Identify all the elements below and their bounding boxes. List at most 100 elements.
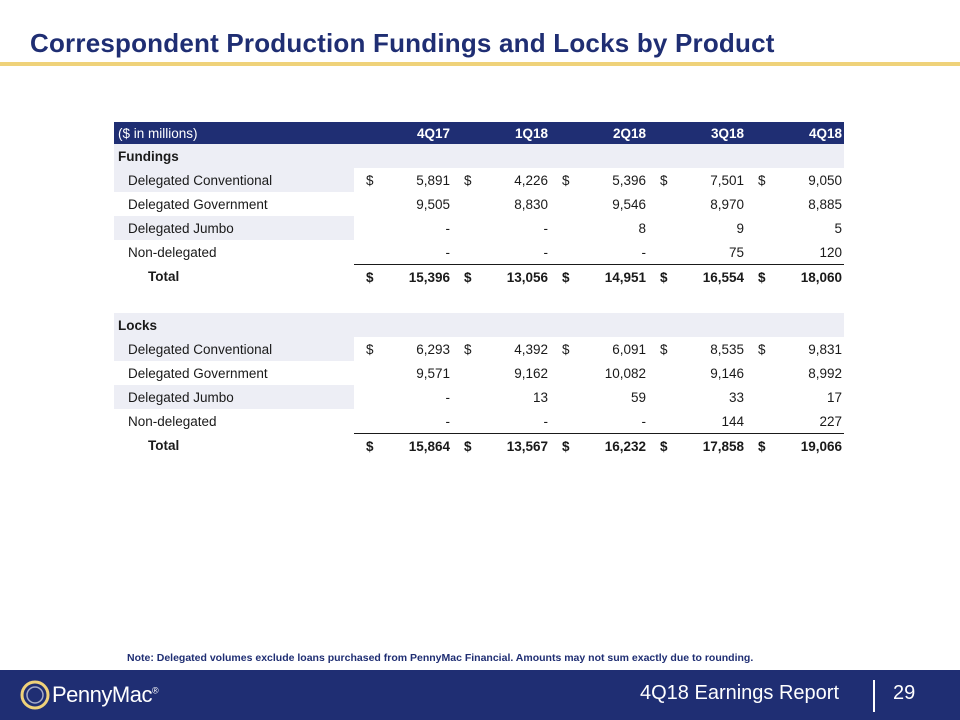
- currency-cell: [746, 216, 772, 240]
- currency-cell: [354, 409, 380, 434]
- value-cell: 17: [826, 389, 842, 405]
- section-label: Fundings: [114, 144, 844, 168]
- value-cell: 4,392: [514, 341, 548, 357]
- total-value: 14,951: [576, 264, 648, 289]
- currency-cell: $: [746, 433, 772, 458]
- production-table: ($ in millions) 4Q17 1Q18 2Q18 3Q18 4Q18 Fundi…: [114, 122, 844, 458]
- value-cell: 9,831: [808, 341, 842, 357]
- value-cell: -: [445, 389, 451, 405]
- table-row: Delegated Conventional $5,891 $4,226 $5,396…: [114, 168, 844, 192]
- currency-cell: $: [464, 341, 472, 357]
- total-row: Total $15,864 $13,567 $16,232 $17,858 $19,066: [114, 433, 844, 458]
- value-cell: 5,396: [612, 172, 646, 188]
- total-value: 15,396: [380, 264, 452, 289]
- table-row: Delegated Conventional $6,293 $4,392 $6,091…: [114, 337, 844, 361]
- table-row: Non-delegated - - - 75 120: [114, 240, 844, 265]
- currency-cell: [354, 192, 380, 216]
- currency-cell: $: [758, 172, 766, 188]
- row-label: Non-delegated: [128, 413, 217, 429]
- currency-cell: $: [452, 264, 478, 289]
- total-row: Total $15,396 $13,056 $14,951 $16,554 $18,060: [114, 264, 844, 289]
- currency-cell: [452, 240, 478, 265]
- currency-cell: $: [660, 172, 668, 188]
- currency-cell: [452, 361, 478, 385]
- value-cell: 75: [728, 244, 744, 260]
- value-cell: 144: [721, 413, 744, 429]
- value-cell: 9,146: [710, 365, 744, 381]
- value-cell: 9,546: [612, 196, 646, 212]
- currency-cell: $: [660, 341, 668, 357]
- currency-cell: [648, 361, 674, 385]
- currency-cell: [746, 192, 772, 216]
- table-header-row: ($ in millions) 4Q17 1Q18 2Q18 3Q18 4Q18: [114, 122, 844, 144]
- currency-cell: $: [550, 264, 576, 289]
- section-label: Locks: [114, 313, 844, 337]
- value-cell: -: [641, 413, 647, 429]
- total-value: 19,066: [772, 433, 844, 458]
- value-cell: 9,505: [416, 196, 450, 212]
- table-caption: ($ in millions): [114, 122, 354, 144]
- currency-cell: $: [354, 264, 380, 289]
- header-spacer: [452, 122, 478, 144]
- total-value: 18,060: [772, 264, 844, 289]
- currency-cell: [746, 240, 772, 265]
- quarter-header: 4Q17: [380, 122, 452, 144]
- logo-ring-icon: [20, 680, 50, 710]
- currency-cell: [354, 240, 380, 265]
- value-cell: 13: [532, 389, 548, 405]
- currency-cell: [648, 409, 674, 434]
- row-label: Delegated Conventional: [114, 337, 354, 361]
- value-cell: 6,293: [416, 341, 450, 357]
- value-cell: 9,050: [808, 172, 842, 188]
- currency-cell: [550, 409, 576, 434]
- row-label: Non-delegated: [128, 244, 217, 260]
- header-spacer: [354, 122, 380, 144]
- currency-cell: $: [648, 433, 674, 458]
- quarter-header: 3Q18: [674, 122, 746, 144]
- currency-cell: [550, 385, 576, 409]
- value-cell: 59: [630, 389, 646, 405]
- currency-cell: [648, 216, 674, 240]
- currency-cell: [354, 385, 380, 409]
- value-cell: -: [445, 413, 451, 429]
- currency-cell: [452, 385, 478, 409]
- value-cell: 8,885: [808, 196, 842, 212]
- currency-cell: [452, 409, 478, 434]
- row-label: Delegated Jumbo: [114, 216, 354, 240]
- value-cell: 8,535: [710, 341, 744, 357]
- currency-cell: [550, 240, 576, 265]
- value-cell: 9,571: [416, 365, 450, 381]
- value-cell: 120: [819, 244, 842, 260]
- value-cell: 8,830: [514, 196, 548, 212]
- value-cell: 8,992: [808, 365, 842, 381]
- currency-cell: [550, 361, 576, 385]
- currency-cell: $: [366, 341, 374, 357]
- table-row: Delegated Jumbo - - 8 9 5: [114, 216, 844, 240]
- footer-divider: [873, 680, 875, 712]
- quarter-header: 4Q18: [772, 122, 844, 144]
- value-cell: 7,501: [710, 172, 744, 188]
- header-spacer: [550, 122, 576, 144]
- currency-cell: [354, 216, 380, 240]
- value-cell: 33: [728, 389, 744, 405]
- currency-cell: $: [758, 341, 766, 357]
- header-spacer: [648, 122, 674, 144]
- registered-mark: ®: [151, 685, 159, 696]
- row-label: Delegated Jumbo: [114, 385, 354, 409]
- currency-cell: $: [648, 264, 674, 289]
- value-cell: 9,162: [514, 365, 548, 381]
- value-cell: 227: [819, 413, 842, 429]
- page-title: Correspondent Production Fundings and Lo…: [30, 28, 775, 58]
- currency-cell: $: [746, 264, 772, 289]
- value-cell: 5: [834, 220, 842, 236]
- currency-cell: [648, 192, 674, 216]
- company-logo: PennyMac®: [18, 678, 159, 712]
- quarter-header: 1Q18: [478, 122, 550, 144]
- logo-text: PennyMac: [52, 682, 152, 707]
- currency-cell: $: [562, 341, 570, 357]
- total-value: 17,858: [674, 433, 746, 458]
- value-cell: 8: [638, 220, 646, 236]
- currency-cell: [746, 409, 772, 434]
- currency-cell: $: [550, 433, 576, 458]
- section-header-fundings: Fundings: [114, 144, 844, 168]
